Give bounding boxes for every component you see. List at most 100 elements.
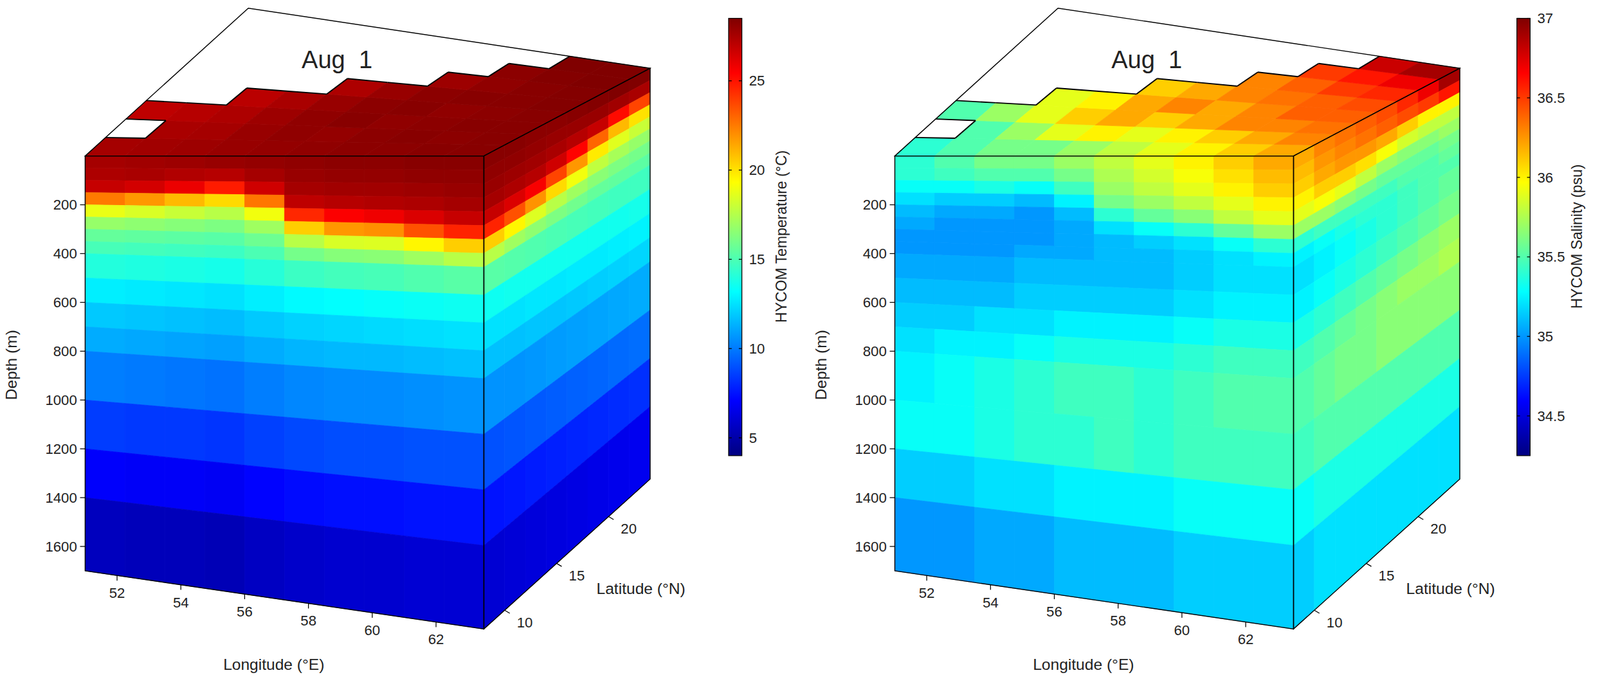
colorbar-tick [1527,415,1531,417]
tick [180,585,182,591]
panel: Aug 120040060080010001200140016005254565… [2,8,790,674]
axis-title: Longitude (°E) [223,655,325,674]
tick [80,302,86,303]
coast [996,102,1037,106]
section-cell [284,521,325,606]
section-cell [1093,469,1134,527]
tick-label: 200 [863,196,887,213]
section-cell [1014,194,1055,208]
section-cell [84,228,125,243]
section-cell [1014,219,1055,234]
section-cell [284,286,325,316]
section-cell [124,279,165,307]
section-cell [1355,476,1377,573]
colorbar-label: 35.5 [1536,248,1565,265]
section-cell [443,169,484,184]
section-cell [1253,266,1294,296]
section-cell [1014,334,1055,363]
section-cell [443,376,484,435]
colorbar-tick [1517,415,1521,417]
section-cell [84,241,125,255]
section-cell [84,448,125,503]
section-cell [934,205,975,220]
tick [890,545,896,547]
section-cell [164,356,205,411]
section-cell [1014,168,1055,182]
colorbar-label: 5 [749,430,757,447]
section-cell [1054,517,1094,600]
section-cell [1213,264,1254,294]
tick [1117,603,1119,610]
section-cell [1213,223,1254,239]
tick-label: 400 [863,245,887,262]
section-cell [1173,423,1214,482]
tick [890,448,896,450]
section-cell [204,334,245,363]
colorbar-tick [728,80,732,82]
section-cell [974,243,1015,258]
section-cell [1253,169,1294,184]
colorbar-tick [1527,256,1531,258]
section-cell [1133,288,1174,317]
tick [80,253,86,255]
tick-label: 10 [1326,614,1343,631]
section-cell [124,255,165,282]
section-cell [1054,362,1094,418]
section-cell [324,221,364,237]
section-cell [1253,197,1294,212]
section-cell [974,231,1015,246]
section-cell [284,469,325,527]
tick-label: 20 [620,521,637,538]
section-cell [1014,511,1055,595]
section-cell [974,457,1015,513]
coast [448,72,489,77]
section-cell [124,168,165,182]
section-cell [363,531,404,618]
section-cell [934,168,975,182]
section-cell [244,310,285,339]
section-cell [1054,259,1094,287]
section-cell [1213,156,1254,170]
section-cell [244,517,285,600]
section-cell [324,195,364,210]
section-cell [84,326,125,354]
section-cell [363,290,404,319]
colorbar-label: 37 [1536,10,1554,27]
tick [608,517,614,521]
section-cell [1133,341,1174,371]
section-cell [204,359,245,414]
tick [890,400,896,401]
section-cell [84,180,125,194]
axis-title: Latitude (°N) [596,580,686,598]
section-cell [1173,317,1214,346]
section-cell [934,403,975,458]
colorbar-tick [1527,18,1531,19]
tick-label: 1200 [854,441,887,458]
section-cell [1213,291,1254,321]
section-cell [443,210,484,226]
tick-label: 56 [1046,603,1063,620]
section-cell [1253,293,1294,323]
section-cell [894,156,935,169]
title: Aug 1 [301,46,373,74]
panel: Aug 120040060080010001200140016005254565… [812,8,1586,674]
section-cell [934,255,975,282]
section-cell [608,424,629,518]
section-cell [284,338,325,368]
section-cell [204,232,245,247]
colorbar-tick [1517,256,1521,258]
cube-edge [1293,68,1460,629]
section-cell [1133,315,1174,345]
section-cell [894,448,935,503]
section-cell [164,407,205,462]
section-cell [363,209,404,224]
section-cell [974,168,1015,182]
section-cell [164,306,205,335]
section-cell [204,207,245,221]
cube-edge [84,156,484,630]
section-cell [1133,420,1174,478]
tick [116,575,118,581]
section-cell [164,181,205,195]
section-cell [974,281,1015,309]
section-cell [483,528,505,630]
